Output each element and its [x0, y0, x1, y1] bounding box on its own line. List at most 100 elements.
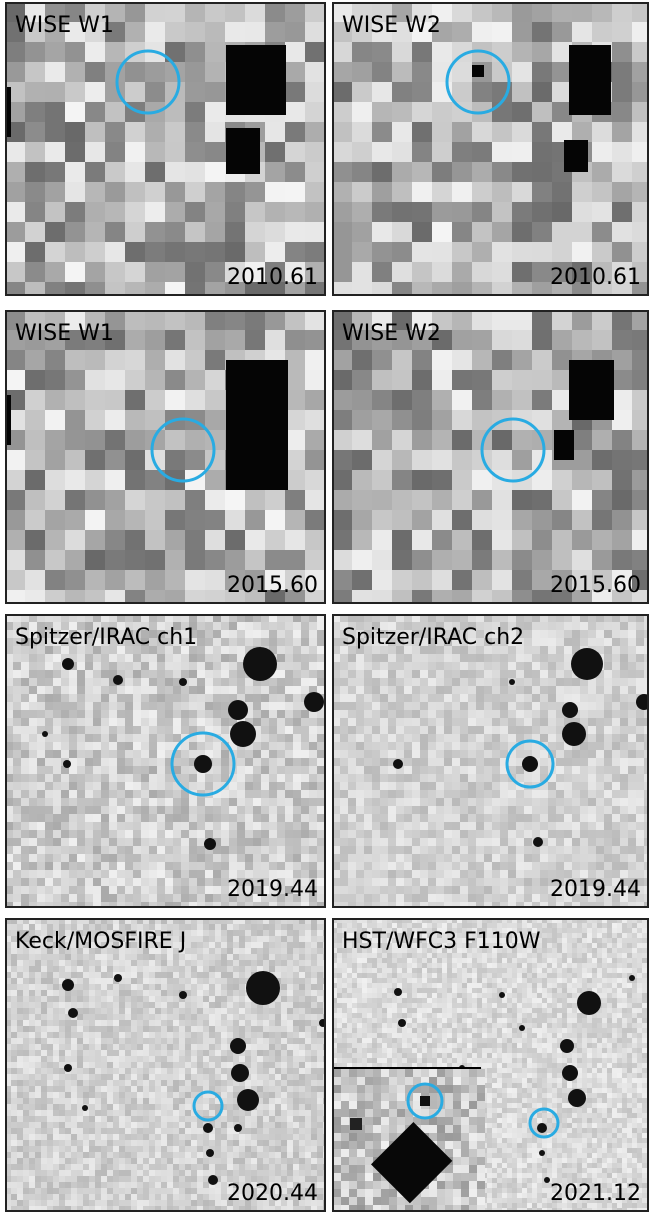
image-pixel	[564, 670, 572, 678]
image-pixel	[61, 734, 69, 742]
image-pixel	[229, 814, 237, 822]
image-pixel	[205, 62, 225, 82]
image-pixel	[420, 726, 428, 734]
image-pixel	[149, 766, 157, 774]
image-pixel	[269, 814, 277, 822]
image-pixel	[45, 450, 65, 470]
image-pixel	[636, 854, 644, 862]
image-pixel	[149, 686, 157, 694]
image-pixel	[23, 1008, 29, 1014]
panel: Spitzer/IRAC ch22019.44	[332, 614, 649, 910]
image-pixel	[612, 838, 620, 846]
image-pixel	[285, 646, 293, 654]
image-pixel	[13, 734, 21, 742]
image-pixel	[348, 846, 356, 854]
image-pixel	[552, 122, 572, 142]
image-pixel	[356, 710, 364, 718]
image-pixel	[472, 310, 492, 330]
image-pixel	[141, 726, 149, 734]
source-blob	[42, 731, 48, 737]
image-pixel	[628, 814, 636, 822]
image-pixel	[125, 960, 131, 966]
image-pixel	[165, 894, 173, 902]
image-pixel	[125, 654, 133, 662]
image-pixel	[512, 262, 532, 282]
image-pixel	[436, 854, 444, 862]
image-pixel	[516, 894, 524, 902]
image-pixel	[632, 350, 649, 370]
image-pixel	[141, 878, 149, 886]
image-pixel	[29, 702, 37, 710]
image-pixel	[109, 878, 117, 886]
image-pixel	[311, 942, 317, 948]
image-pixel	[85, 102, 105, 122]
image-pixel	[221, 646, 229, 654]
image-pixel	[460, 710, 468, 718]
image-pixel	[468, 718, 476, 726]
image-pixel	[11, 984, 17, 990]
image-pixel	[452, 734, 460, 742]
image-pixel	[21, 894, 29, 902]
image-pixel	[460, 862, 468, 870]
image-pixel	[197, 942, 203, 948]
image-pixel	[636, 710, 644, 718]
image-pixel	[11, 960, 17, 966]
image-pixel	[492, 822, 500, 830]
image-pixel	[356, 686, 364, 694]
image-pixel	[372, 122, 392, 142]
image-pixel	[105, 550, 125, 570]
image-pixel	[340, 886, 348, 894]
image-pixel	[293, 814, 301, 822]
image-pixel	[428, 718, 436, 726]
image-pixel	[348, 790, 356, 798]
image-pixel	[620, 758, 628, 766]
image-pixel	[93, 662, 101, 670]
image-pixel	[436, 894, 444, 902]
image-pixel	[65, 122, 85, 142]
image-pixel	[13, 726, 21, 734]
image-pixel	[420, 710, 428, 718]
image-pixel	[69, 766, 77, 774]
image-pixel	[287, 1008, 293, 1014]
image-pixel	[257, 930, 263, 936]
image-pixel	[632, 242, 649, 262]
image-pixel	[83, 954, 89, 960]
image-pixel	[556, 854, 564, 862]
image-pixel	[508, 870, 516, 878]
image-pixel	[13, 806, 21, 814]
image-pixel	[352, 182, 372, 202]
image-pixel	[263, 942, 269, 948]
image-pixel	[213, 886, 221, 894]
image-pixel	[191, 948, 197, 954]
image-pixel	[524, 726, 532, 734]
image-pixel	[325, 838, 333, 846]
image-pixel	[277, 862, 285, 870]
image-pixel	[251, 954, 257, 960]
image-pixel	[229, 678, 237, 686]
image-pixel	[352, 202, 372, 222]
image-pixel	[484, 782, 492, 790]
image-pixel	[251, 930, 257, 936]
image-pixel	[105, 282, 125, 302]
image-pixel	[420, 878, 428, 886]
image-pixel	[165, 846, 173, 854]
image-pixel	[287, 948, 293, 954]
image-pixel	[133, 830, 141, 838]
image-pixel	[452, 162, 472, 182]
image-pixel	[117, 750, 125, 758]
image-pixel	[251, 948, 257, 954]
image-pixel	[340, 798, 348, 806]
image-pixel	[5, 202, 25, 222]
image-pixel	[251, 924, 257, 930]
image-pixel	[37, 694, 45, 702]
image-pixel	[197, 734, 205, 742]
image-pixel	[101, 1002, 107, 1008]
image-pixel	[388, 870, 396, 878]
image-pixel	[89, 966, 95, 972]
image-pixel	[548, 782, 556, 790]
image-pixel	[468, 670, 476, 678]
image-pixel	[492, 122, 512, 142]
image-pixel	[492, 734, 500, 742]
image-pixel	[165, 2, 185, 22]
image-pixel	[165, 822, 173, 830]
